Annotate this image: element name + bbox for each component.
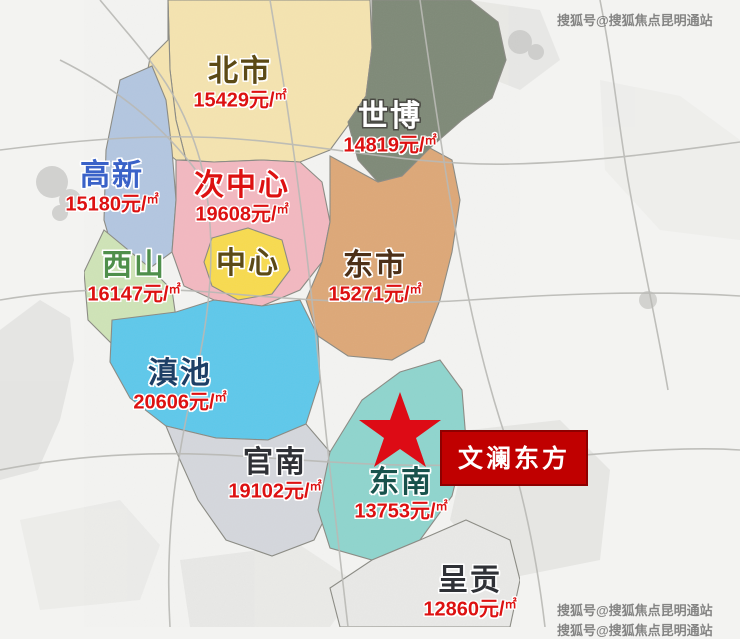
watermark-bottom: 搜狐号@搜狐焦点昆明通站 xyxy=(557,603,713,618)
poi-callout-label[interactable]: 文澜东方 xyxy=(440,430,589,486)
watermark-bottom-partial: 搜狐号@搜狐焦点昆明通站 xyxy=(557,623,713,638)
district-dongshi[interactable] xyxy=(305,147,461,361)
district-zhongxin[interactable] xyxy=(203,227,291,301)
district-chenggong[interactable] xyxy=(329,519,521,627)
district-polygons xyxy=(83,0,521,627)
poi-star-marker[interactable] xyxy=(359,392,441,467)
district-dianchi[interactable] xyxy=(109,299,321,441)
watermark-top: 搜狐号@搜狐焦点昆明通站 xyxy=(557,13,713,28)
map-gray-hill-patches xyxy=(36,30,657,309)
